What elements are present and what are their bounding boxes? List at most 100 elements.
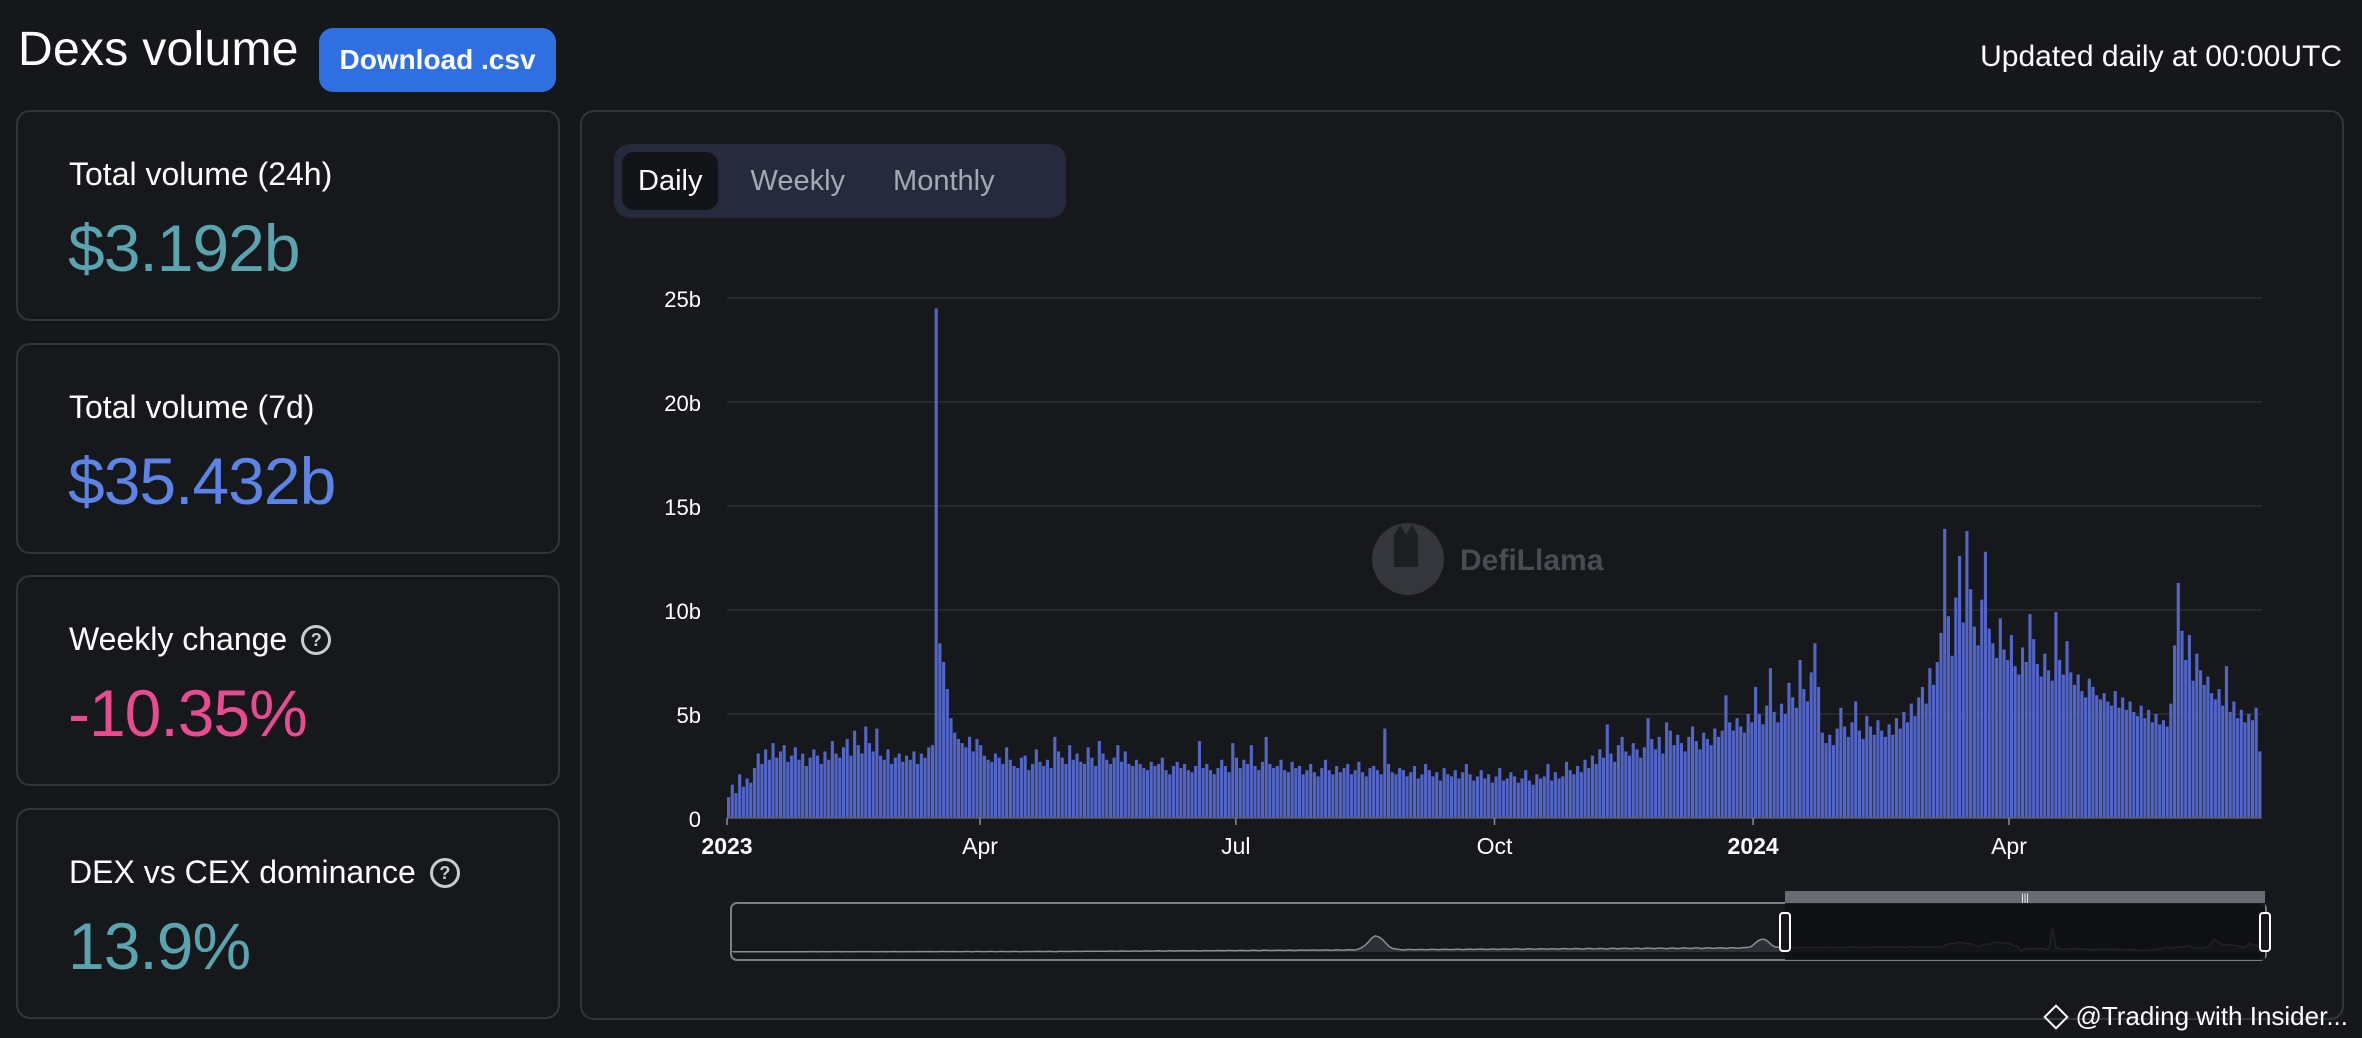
volume-bar	[1731, 730, 1735, 818]
volume-bar	[1843, 726, 1847, 818]
download-csv-button[interactable]: Download .csv	[319, 28, 556, 92]
volume-bar	[838, 757, 842, 818]
volume-bar	[2054, 612, 2058, 818]
volume-bar	[2098, 699, 2102, 818]
volume-bar	[1338, 772, 1342, 818]
volume-bar	[2161, 720, 2165, 818]
brush-left-handle[interactable]	[1779, 912, 1791, 952]
volume-bar	[897, 753, 901, 818]
range-brush[interactable]: |||	[730, 891, 2271, 961]
volume-bar	[1353, 770, 1357, 818]
volume-bar	[2046, 670, 2051, 818]
volume-bar	[1720, 730, 1724, 818]
volume-bar	[1472, 780, 1476, 818]
volume-bar	[1205, 763, 1209, 818]
volume-bar	[923, 757, 927, 818]
update-schedule-text: Updated daily at 00:00UTC	[1980, 40, 2342, 73]
chart-bars	[727, 308, 2262, 818]
volume-bar	[1902, 711, 1906, 818]
volume-bar	[1972, 626, 1976, 818]
volume-bar	[1820, 732, 1824, 818]
volume-bar	[1320, 768, 1324, 818]
volume-bar	[1005, 747, 1009, 818]
volume-bar	[1487, 774, 1491, 818]
volume-bar	[1431, 776, 1435, 818]
x-tick-label: Oct	[1477, 833, 1513, 859]
volume-bar	[1312, 772, 1316, 818]
volume-bar	[1898, 728, 1902, 818]
volume-bar	[1776, 722, 1780, 818]
volume-bar	[1045, 759, 1049, 818]
volume-bar	[1957, 555, 1962, 818]
help-icon[interactable]: ?	[301, 624, 332, 655]
volume-bar	[1683, 751, 1687, 818]
volume-bar	[1995, 657, 1999, 818]
volume-bar	[1868, 726, 1873, 818]
help-icon[interactable]: ?	[429, 857, 460, 888]
volume-bar	[845, 738, 849, 818]
volume-bar	[1650, 738, 1654, 818]
volume-bar	[1101, 753, 1105, 818]
volume-bar	[1891, 734, 1895, 818]
volume-bar	[1646, 718, 1650, 818]
volume-bar	[1068, 745, 1072, 818]
diamond-icon	[2043, 1003, 2070, 1030]
x-axis: 2023 Apr Jul Oct 2024 Apr	[701, 817, 2262, 859]
volume-bar	[1116, 745, 1120, 818]
volume-bar	[1631, 743, 1635, 818]
volume-bar	[1056, 751, 1061, 818]
volume-bar	[975, 738, 979, 818]
brush-selection[interactable]	[1785, 903, 2265, 960]
volume-bar	[993, 753, 998, 818]
volume-bar	[1516, 782, 1520, 818]
volume-bar	[1906, 722, 1910, 818]
volume-bar	[1016, 768, 1020, 818]
volume-bar	[1346, 763, 1350, 818]
stat-label-text: Total volume (24h)	[69, 156, 333, 192]
volume-bar	[2128, 701, 2132, 818]
volume-bar	[760, 763, 764, 818]
volume-bar	[2017, 674, 2021, 818]
volume-bar	[830, 741, 834, 818]
stat-card-7d-volume: Total volume (7d) $35.432b	[16, 343, 560, 554]
volume-bar	[749, 782, 753, 818]
volume-bar	[1479, 770, 1483, 818]
volume-bar	[1505, 778, 1509, 818]
page-header: Dexs volume Download .csv Updated daily …	[0, 0, 2362, 108]
stat-value: -10.35%	[68, 676, 308, 750]
volume-bar	[834, 753, 838, 818]
volume-bar	[2050, 680, 2054, 818]
chart-panel: Daily Weekly Monthly	[580, 110, 2344, 1020]
volume-bar	[1194, 766, 1198, 818]
volume-bar	[2080, 691, 2084, 818]
volume-bar	[1294, 768, 1298, 818]
volume-bar	[1594, 763, 1598, 818]
brush-right-handle[interactable]	[2259, 912, 2271, 952]
tab-weekly[interactable]: Weekly	[750, 164, 846, 197]
stat-label: Weekly change ?	[69, 621, 332, 658]
volume-bar	[2102, 693, 2106, 818]
tab-daily[interactable]: Daily	[622, 152, 719, 210]
volume-bar	[2158, 724, 2162, 818]
volume-bar	[2032, 639, 2036, 818]
volume-bar	[1616, 745, 1620, 818]
volume-bar	[1787, 682, 1791, 818]
brush-move-handle[interactable]	[1785, 891, 2265, 903]
stat-label-text: DEX vs CEX dominance	[69, 854, 416, 890]
volume-bar	[2224, 666, 2229, 818]
x-tick-label: Apr	[1991, 833, 2027, 859]
volume-bar	[1750, 722, 1754, 818]
volume-bar	[1342, 768, 1346, 818]
tab-monthly[interactable]: Monthly	[893, 164, 995, 197]
llama-logo-icon	[1372, 523, 1444, 595]
stat-label: Total volume (24h)	[69, 156, 332, 193]
page-title: Dexs volume	[18, 23, 299, 76]
volume-bar	[2191, 680, 2195, 818]
grip-icon: |||	[2021, 893, 2029, 904]
volume-bar	[1420, 774, 1424, 818]
volume-bar	[1780, 703, 1784, 818]
volume-bar	[2180, 630, 2184, 818]
volume-bar	[1234, 757, 1239, 818]
volume-bar	[1008, 759, 1012, 818]
volume-bar	[1238, 768, 1242, 818]
